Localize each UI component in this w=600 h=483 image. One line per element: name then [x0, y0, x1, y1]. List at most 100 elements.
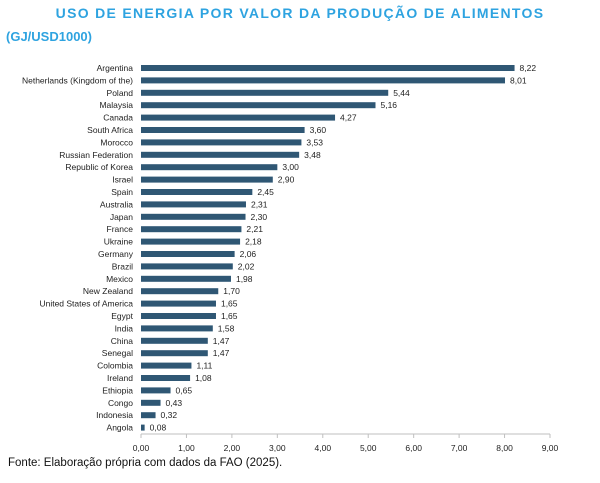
data-label: 2,02: [238, 261, 255, 271]
category-label: Japan: [110, 212, 133, 222]
bar: [141, 350, 208, 357]
data-label: 1,98: [236, 274, 253, 284]
bar-chart: 0,00 1,00 2,00 3,00 4,00 5,00 6,00 7,00 8,00 9,00…: [22, 63, 559, 453]
category-label: South Africa: [87, 125, 133, 135]
data-label: 3,00: [282, 162, 299, 172]
category-label: Ireland: [107, 373, 133, 383]
category-label: Australia: [100, 199, 133, 209]
bar: [141, 139, 302, 146]
bar: [141, 300, 216, 307]
category-label: Colombia: [97, 361, 133, 371]
bar: [141, 387, 171, 394]
bar: [141, 238, 241, 245]
data-label: 1,11: [196, 361, 212, 371]
bar: [141, 89, 389, 96]
bar: [141, 226, 242, 233]
data-label: 1,08: [195, 373, 212, 383]
data-label: 4,27: [340, 113, 357, 123]
category-label: Angola: [107, 423, 134, 433]
bar: [141, 127, 305, 133]
data-label: 8,01: [510, 75, 527, 85]
data-label: 1,70: [223, 286, 240, 296]
bar: [141, 325, 213, 332]
category-label: India: [115, 323, 134, 333]
data-label: 0,65: [176, 385, 193, 395]
bar: [141, 275, 231, 282]
category-label: Netherlands (Kingdom of the): [22, 75, 133, 85]
category-label: Mexico: [106, 274, 133, 284]
data-label: 3,48: [304, 150, 321, 160]
data-label: 5,16: [380, 100, 397, 110]
category-label: France: [107, 224, 134, 234]
x-tick-label: 2,00: [224, 443, 241, 453]
data-label: 2,30: [251, 212, 268, 222]
bar: [141, 362, 192, 369]
data-label: 2,21: [246, 224, 263, 234]
data-label: 3,53: [306, 137, 323, 147]
category-label: Spain: [111, 187, 133, 197]
chart-title: USO DE ENERGIA POR VALOR DA PRODUÇÃO DE …: [55, 5, 545, 21]
data-label: 3,60: [310, 125, 327, 135]
category-label: Morocco: [100, 137, 133, 147]
category-label: Ethiopia: [102, 385, 133, 395]
bar: [141, 151, 300, 158]
category-label: Senegal: [102, 348, 133, 358]
x-tick-label: 6,00: [405, 443, 422, 453]
bar: [141, 164, 278, 171]
data-label: 1,65: [221, 311, 238, 321]
data-label: 1,58: [218, 323, 235, 333]
category-label: Republic of Korea: [65, 162, 133, 172]
data-label: 5,44: [393, 88, 410, 98]
category-label: Israel: [112, 175, 133, 185]
category-label: Poland: [107, 88, 134, 98]
data-label: 2,31: [251, 199, 268, 209]
x-tick-label: 4,00: [315, 443, 332, 453]
data-label: 0,08: [150, 423, 167, 433]
x-tick-label: 5,00: [360, 443, 377, 453]
x-tick-label: 9,00: [542, 443, 559, 453]
bar: [141, 102, 376, 109]
bar: [141, 189, 253, 195]
category-label: Russian Federation: [59, 150, 133, 160]
bar: [141, 201, 246, 208]
x-tick-label: 1,00: [178, 443, 195, 453]
category-label: Egypt: [111, 311, 133, 321]
category-label: Argentina: [97, 63, 134, 73]
category-label: United States of America: [39, 299, 133, 309]
bar: [141, 77, 506, 84]
data-label: 1,47: [213, 336, 230, 346]
x-tick-label: 0,00: [133, 443, 150, 453]
data-label: 2,90: [278, 175, 295, 185]
data-label: 1,47: [213, 348, 230, 358]
x-tick-label: 8,00: [496, 443, 513, 453]
data-label: 8,22: [520, 63, 537, 73]
data-label: 2,18: [245, 237, 262, 247]
bar: [141, 176, 273, 183]
category-label: Malaysia: [99, 100, 133, 110]
bar: [141, 412, 156, 419]
bar: [141, 424, 145, 431]
data-label: 2,06: [240, 249, 257, 259]
data-label: 0,43: [166, 398, 183, 408]
bar: [141, 288, 219, 295]
data-label: 0,32: [161, 410, 178, 420]
x-tick-label: 7,00: [451, 443, 468, 453]
category-label: New Zealand: [83, 286, 133, 296]
data-label: 2,45: [257, 187, 274, 197]
bar: [141, 213, 246, 220]
bar: [141, 114, 336, 121]
chart-subtitle: (GJ/USD1000): [6, 29, 92, 44]
category-label: Germany: [98, 249, 134, 259]
bar: [141, 313, 216, 319]
bar: [141, 337, 208, 344]
bar: [141, 65, 515, 71]
bar: [141, 375, 191, 381]
bar: [141, 251, 235, 257]
category-label: Brazil: [112, 261, 133, 271]
category-label: Congo: [108, 398, 133, 408]
bar: [141, 263, 233, 270]
x-tick-label: 3,00: [269, 443, 286, 453]
data-label: 1,65: [221, 299, 238, 309]
category-label: Ukraine: [104, 237, 134, 247]
bar: [141, 399, 161, 406]
